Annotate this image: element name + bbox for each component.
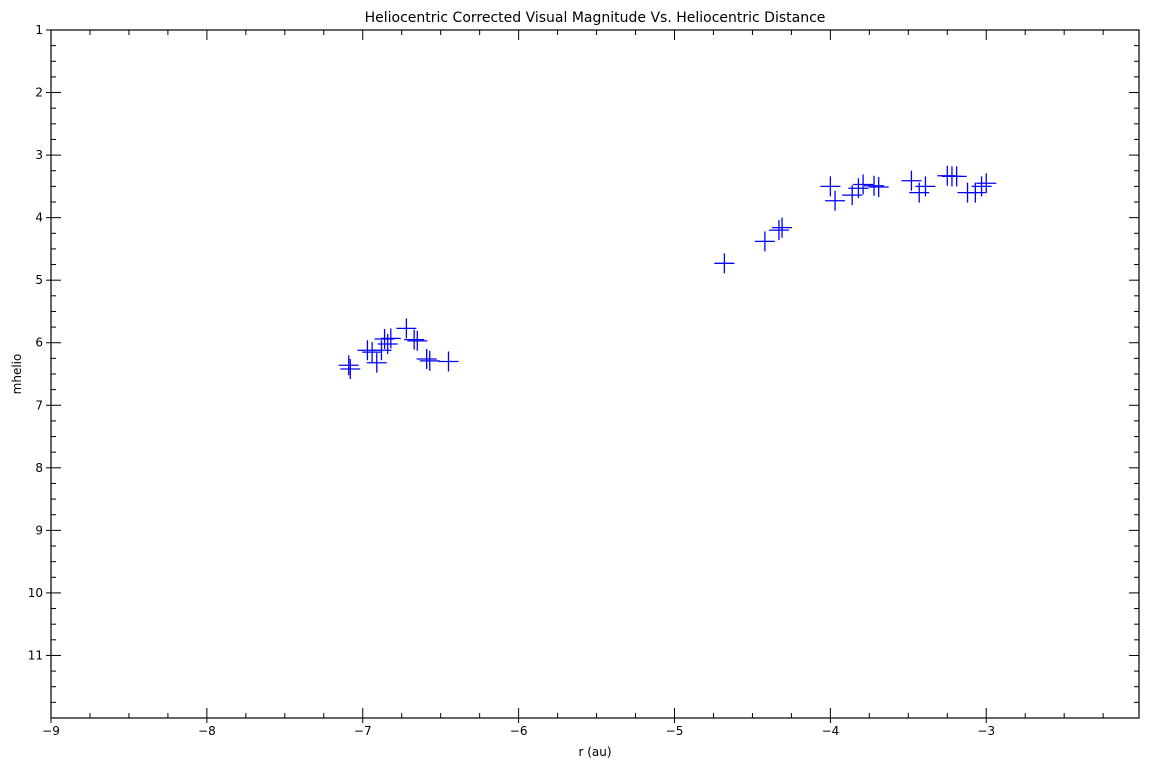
data-point xyxy=(714,253,735,274)
data-point xyxy=(396,318,417,339)
plot-frame xyxy=(50,29,1140,719)
y-tick-label: 11 xyxy=(28,648,43,662)
x-tick-label: −7 xyxy=(354,724,372,738)
data-point xyxy=(416,348,437,369)
y-tick-label: 3 xyxy=(35,148,43,162)
data-point xyxy=(380,328,401,349)
y-tick-label: 1 xyxy=(35,23,43,37)
data-point xyxy=(853,174,874,195)
data-point xyxy=(366,352,387,373)
data-points xyxy=(338,165,997,379)
data-point xyxy=(848,178,869,199)
y-tick-label: 8 xyxy=(35,461,43,475)
y-tick-label: 10 xyxy=(28,586,43,600)
data-point xyxy=(976,173,997,194)
data-point xyxy=(864,175,885,196)
data-point xyxy=(338,355,359,376)
data-point xyxy=(965,182,986,203)
data-point xyxy=(909,182,930,203)
x-axis-label: r (au) xyxy=(578,745,611,759)
data-point xyxy=(820,176,841,197)
data-point xyxy=(407,330,428,351)
y-tick-label: 7 xyxy=(35,398,43,412)
data-point xyxy=(915,176,936,197)
data-point xyxy=(340,358,361,379)
axis-ticks: −9 −8 −7 −6 −5 −4 −3 1 2 3 4 5 6 7 8 9 10 11 xyxy=(28,23,1139,738)
data-point xyxy=(868,176,889,197)
data-point xyxy=(825,190,846,211)
x-tick-label: −5 xyxy=(666,724,684,738)
x-tick-label: −9 xyxy=(42,724,60,738)
y-axis-label: mhelio xyxy=(10,354,24,395)
x-tick-label: −8 xyxy=(198,724,216,738)
data-point xyxy=(754,231,775,252)
data-point xyxy=(768,220,789,241)
y-tick-label: 2 xyxy=(35,86,43,100)
x-tick-label: −3 xyxy=(977,724,995,738)
data-point xyxy=(772,217,793,238)
data-point xyxy=(901,170,922,191)
x-tick-label: −4 xyxy=(822,724,840,738)
y-tick-label: 5 xyxy=(35,273,43,287)
y-tick-label: 4 xyxy=(35,211,43,225)
chart-title: Heliocentric Corrected Visual Magnitude … xyxy=(365,10,826,26)
data-point xyxy=(377,333,398,354)
y-tick-label: 6 xyxy=(35,336,43,350)
data-point xyxy=(371,340,392,361)
data-point xyxy=(362,342,383,363)
data-point xyxy=(946,166,967,187)
data-point xyxy=(404,329,425,350)
y-tick-label: 9 xyxy=(35,523,43,537)
data-point xyxy=(419,350,440,371)
x-tick-label: −6 xyxy=(510,724,528,738)
data-point xyxy=(438,351,459,372)
data-point xyxy=(971,176,992,197)
